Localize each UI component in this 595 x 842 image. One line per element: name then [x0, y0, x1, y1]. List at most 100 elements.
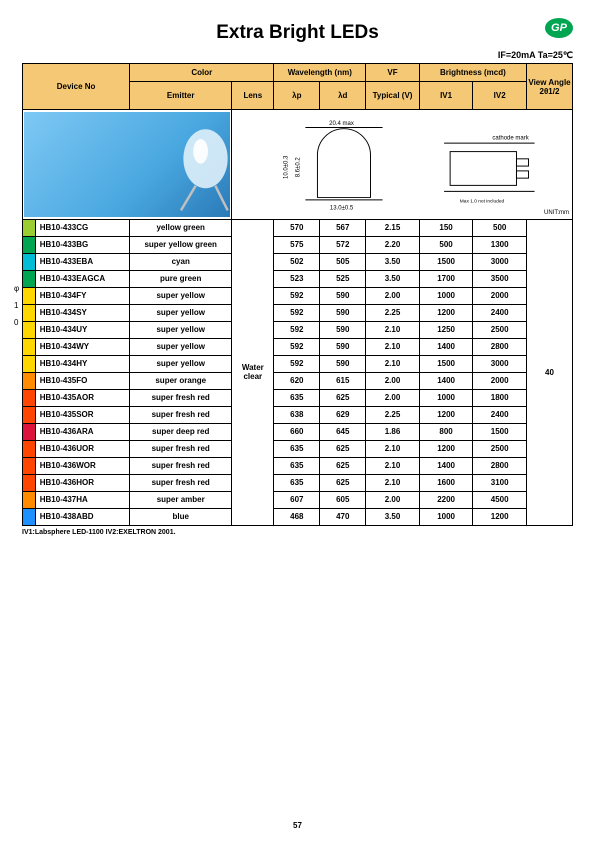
device-no: HB10-433EAGCA [35, 270, 129, 287]
emitter: super yellow green [130, 236, 232, 253]
th-lens: Lens [232, 82, 274, 110]
cell-lp: 502 [274, 253, 320, 270]
cell-iv2: 1200 [473, 508, 527, 525]
led-spec-table: Device No Color Wavelength (nm) VF Brigh… [22, 63, 573, 526]
device-no: HB10-436WOR [35, 457, 129, 474]
color-chip [23, 253, 36, 270]
cell-vf: 3.50 [366, 270, 420, 287]
cell-lp: 607 [274, 491, 320, 508]
cell-iv1: 1000 [419, 508, 473, 525]
emitter: super fresh red [130, 474, 232, 491]
table-row: HB10-438ABDblue4684703.5010001200 [23, 508, 573, 525]
cell-iv1: 1000 [419, 389, 473, 406]
emitter: super amber [130, 491, 232, 508]
cell-iv2: 3000 [473, 253, 527, 270]
device-no: HB10-435SOR [35, 406, 129, 423]
color-chip [23, 236, 36, 253]
cell-iv2: 1800 [473, 389, 527, 406]
cell-ld: 605 [320, 491, 366, 508]
table-row: HB10-433EBAcyan5025053.5015003000 [23, 253, 573, 270]
svg-text:20.4 max: 20.4 max [329, 121, 354, 127]
cell-vf: 2.10 [366, 474, 420, 491]
table-row: HB10-435SORsuper fresh red6386292.251200… [23, 406, 573, 423]
cell-vf: 3.50 [366, 508, 420, 525]
cell-ld: 625 [320, 440, 366, 457]
cell-vf: 2.00 [366, 389, 420, 406]
cell-lp: 620 [274, 372, 320, 389]
cell-iv1: 1400 [419, 457, 473, 474]
emitter: super fresh red [130, 389, 232, 406]
cell-iv2: 2400 [473, 406, 527, 423]
cell-iv2: 1300 [473, 236, 527, 253]
cell-lp: 592 [274, 287, 320, 304]
cell-iv1: 2200 [419, 491, 473, 508]
cell-ld: 590 [320, 321, 366, 338]
cell-iv2: 2000 [473, 287, 527, 304]
page-number: 57 [0, 821, 595, 830]
cell-iv1: 1500 [419, 355, 473, 372]
emitter: super fresh red [130, 406, 232, 423]
table-row: HB10-434WYsuper yellow5925902.1014002800 [23, 338, 573, 355]
th-color: Color [130, 64, 274, 82]
device-no: HB10-437HA [35, 491, 129, 508]
cell-vf: 1.86 [366, 423, 420, 440]
cell-lp: 635 [274, 440, 320, 457]
led-photo-cell [23, 110, 232, 220]
cell-iv2: 2000 [473, 372, 527, 389]
emitter: super fresh red [130, 457, 232, 474]
cell-ld: 525 [320, 270, 366, 287]
page-title: Extra Bright LEDs [216, 22, 379, 44]
cell-lp: 592 [274, 355, 320, 372]
cell-iv2: 2400 [473, 304, 527, 321]
cell-iv1: 1400 [419, 338, 473, 355]
cell-ld: 625 [320, 457, 366, 474]
emitter: super yellow [130, 338, 232, 355]
th-brightness: Brightness (mcd) [419, 64, 526, 82]
led-drawing-cell: 20.4 max 13.0±0.5 8.6±0.2 10.0±0.3 catho… [232, 110, 573, 220]
footnote: IV1:Labsphere LED-1100 IV2:EXELTRON 2001… [22, 529, 573, 536]
cell-ld: 505 [320, 253, 366, 270]
table-row: HB10-433BGsuper yellow green5755722.2050… [23, 236, 573, 253]
cell-ld: 615 [320, 372, 366, 389]
cell-vf: 2.10 [366, 440, 420, 457]
cell-vf: 2.10 [366, 321, 420, 338]
device-no: HB10-434SY [35, 304, 129, 321]
color-chip [23, 287, 36, 304]
cell-iv1: 1200 [419, 440, 473, 457]
device-no: HB10-438ABD [35, 508, 129, 525]
device-no: HB10-435FO [35, 372, 129, 389]
cell-ld: 625 [320, 389, 366, 406]
table-row: HB10-434HYsuper yellow5925902.1015003000 [23, 355, 573, 372]
color-chip [23, 372, 36, 389]
cell-vf: 2.00 [366, 372, 420, 389]
cell-vf: 2.25 [366, 304, 420, 321]
cell-ld: 590 [320, 304, 366, 321]
view-angle-cell: 40 [526, 219, 572, 525]
cell-iv1: 1250 [419, 321, 473, 338]
device-no: HB10-433BG [35, 236, 129, 253]
cell-lp: 575 [274, 236, 320, 253]
side-marks: φ 1 0 [14, 280, 19, 331]
emitter: blue [130, 508, 232, 525]
cell-vf: 2.00 [366, 491, 420, 508]
cell-lp: 592 [274, 338, 320, 355]
table-row: HB10-436ARAsuper deep red6606451.8680015… [23, 423, 573, 440]
color-chip [23, 321, 36, 338]
color-chip [23, 440, 36, 457]
emitter: super deep red [130, 423, 232, 440]
cell-vf: 2.25 [366, 406, 420, 423]
device-no: HB10-434HY [35, 355, 129, 372]
cell-lp: 570 [274, 219, 320, 236]
color-chip [23, 491, 36, 508]
cell-iv2: 3500 [473, 270, 527, 287]
svg-text:10.0±0.3: 10.0±0.3 [284, 155, 290, 179]
cell-iv1: 1700 [419, 270, 473, 287]
device-no: HB10-433CG [35, 219, 129, 236]
cell-lp: 468 [274, 508, 320, 525]
color-chip [23, 304, 36, 321]
cell-ld: 567 [320, 219, 366, 236]
table-row: HB10-434UYsuper yellow5925902.1012502500 [23, 321, 573, 338]
cell-ld: 590 [320, 355, 366, 372]
table-row: HB10-435FOsuper orange6206152.0014002000 [23, 372, 573, 389]
cell-iv1: 1000 [419, 287, 473, 304]
